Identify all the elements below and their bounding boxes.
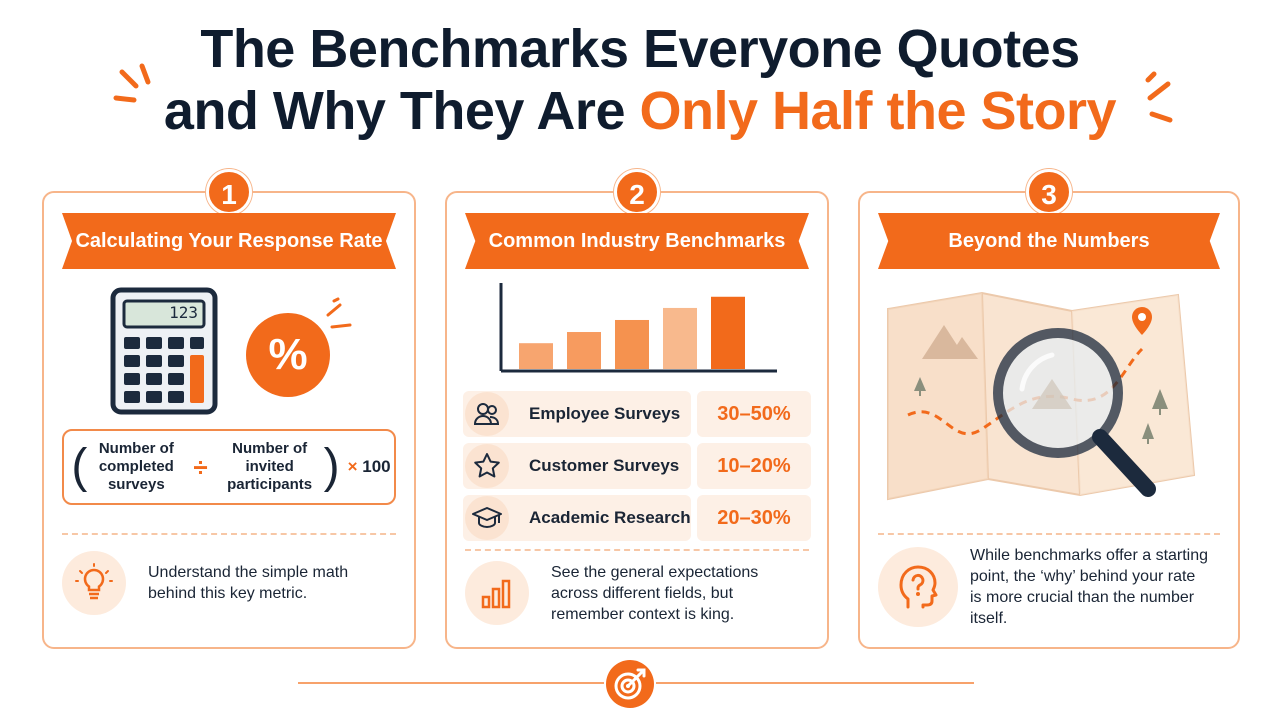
formula-times-sign: × [347,457,358,476]
star-icon [465,444,509,488]
card-footer: See the general expectations across diff… [465,561,809,625]
page-title: The Benchmarks Everyone Quotes and Why T… [0,18,1280,142]
chart-bar [663,307,697,369]
benchmark-value: 20–30% [697,495,811,541]
chart-bar [711,296,745,369]
footer-line-right [656,682,974,684]
card-footer: Understand the simple math behind this k… [62,551,396,615]
response-rate-formula: ( Number of completed surveys ÷ Number o… [62,429,396,505]
card-divider [878,533,1220,535]
calculator-icon [110,287,218,415]
burst-left-icon [113,63,151,103]
step-number-badge: 2 [614,169,660,215]
percent-symbol: % [268,330,308,379]
card-divider [465,549,809,551]
benchmark-row: Employee Surveys 30–50% [463,391,811,437]
formula-multiplier: 100 [362,457,391,476]
target-icon [606,660,654,708]
footer-line-left [298,682,604,684]
chart-bar [519,343,553,369]
step-number-badge: 1 [206,169,252,215]
bar-chart-icon [465,561,529,625]
card-footer: While benchmarks offer a starting point,… [878,545,1220,629]
benchmark-label: Academic Research [529,508,691,527]
burst-right-icon [1145,71,1173,123]
card-response-rate: 1 Calculating Your Response Rate 123 % (… [42,169,416,649]
card-footer-text: While benchmarks offer a starting point,… [970,547,1209,627]
chart-bar [615,319,649,369]
benchmark-value: 30–50% [697,391,811,437]
formula-divide-sign: ÷ [193,451,208,482]
map-magnifier-illustration [887,291,1196,501]
percent-badge: % [246,313,330,397]
card-header: Calculating Your Response Rate [62,213,396,269]
benchmark-label: Customer Surveys [529,456,680,475]
title-line-2: and Why They Are Only Half the Story [0,80,1280,142]
card-footer-text: Understand the simple math behind this k… [148,564,349,602]
benchmark-label: Employee Surveys [529,404,681,423]
head-question-icon [878,547,958,627]
title-line-2-accent: Only Half the Story [639,81,1117,141]
people-icon [465,392,509,436]
card-industry-benchmarks: 2 Common Industry Benchmarks Employee Su… [445,169,829,649]
benchmark-row: Academic Research 20–30% [463,495,811,541]
step-number-badge: 3 [1026,169,1072,215]
card-header: Common Industry Benchmarks [465,213,809,269]
benchmark-value: 10–20% [697,443,811,489]
title-line-2-plain: and Why They Are [163,81,640,141]
percent-burst-icon [326,297,352,329]
title-line-1: The Benchmarks Everyone Quotes [200,19,1080,79]
card-footer-text: See the general expectations across diff… [551,563,759,623]
formula-numerator: Number of completed surveys [98,440,174,493]
chart-bar [567,332,601,369]
lightbulb-icon [62,551,126,615]
formula-denominator: Number of invited participants [227,440,313,493]
calculator-display-text: 123 [169,303,198,322]
card-header: Beyond the Numbers [878,213,1220,269]
benchmark-row: Customer Surveys 10–20% [463,443,811,489]
bar-chart-illustration [499,283,777,373]
card-divider [62,533,396,535]
graduation-cap-icon [465,496,509,540]
card-beyond-numbers: 3 Beyond the Numbers While benchmarks of… [858,169,1240,649]
